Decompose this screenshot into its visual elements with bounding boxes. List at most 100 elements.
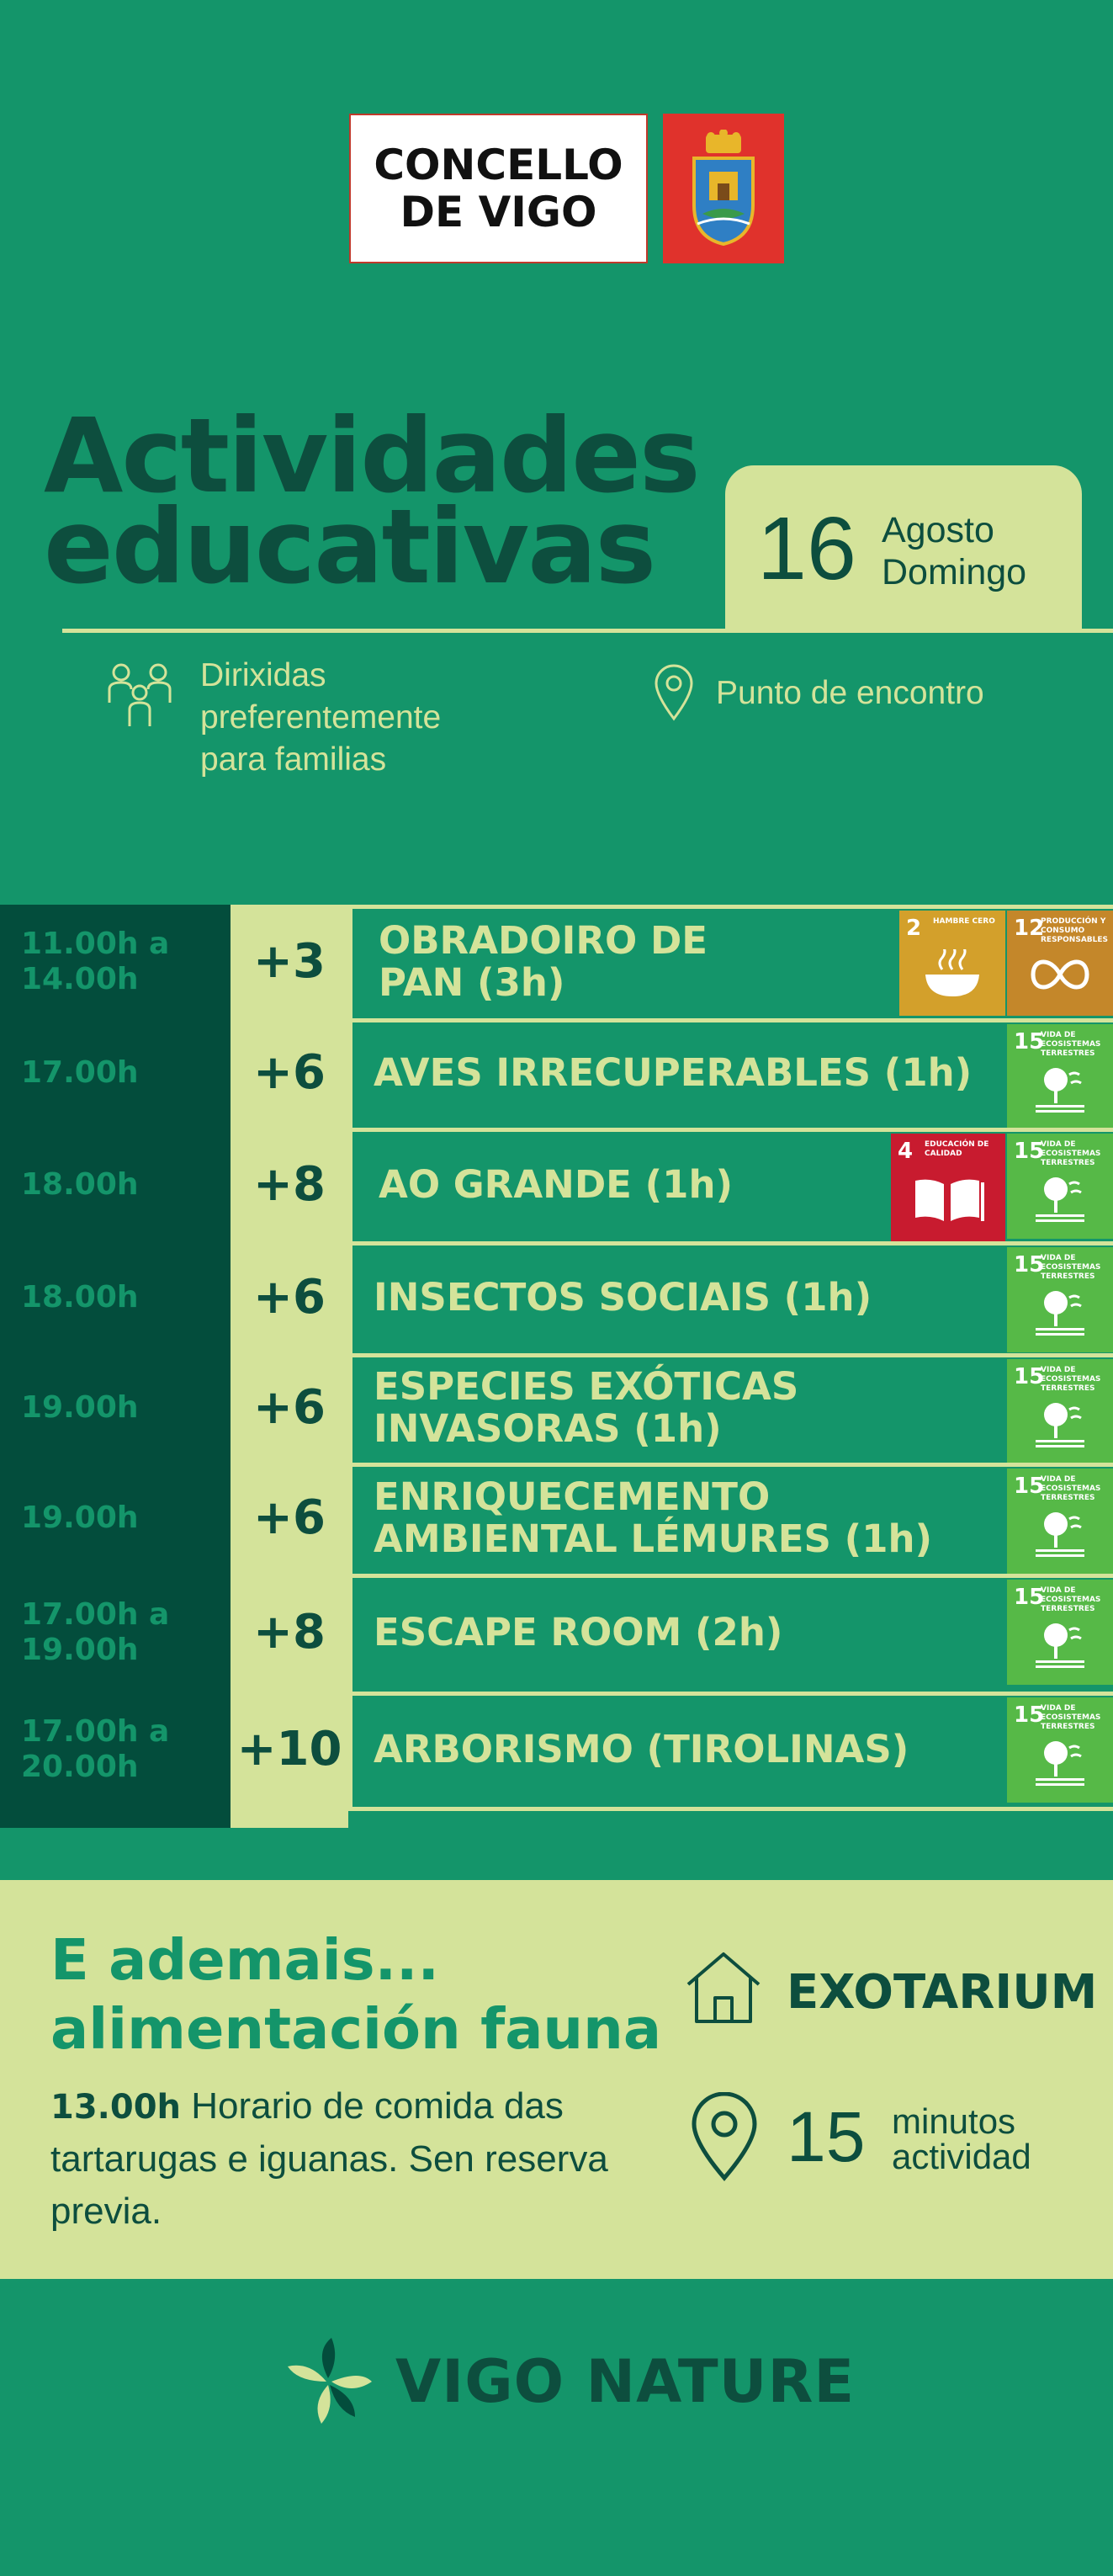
ods-number: 4 (898, 1139, 914, 1164)
ods-4-glyph (915, 1179, 984, 1221)
date-month: Agosto (882, 510, 994, 550)
row-divider (348, 1807, 1113, 1811)
ods-badge-15: 15 VIDA DE ECOSISTEMAS TERRESTRES (1007, 1024, 1113, 1129)
ods-2-glyph (925, 944, 979, 996)
schedule-age: +8 (253, 1605, 326, 1660)
ods-badge-2: 2 HAMBRE CERO (899, 911, 1005, 1016)
ods-number: 15 (1014, 1702, 1045, 1728)
schedule-time-line-1: 18.00h (21, 1279, 139, 1315)
family-icon (106, 661, 173, 731)
schedule-time: 11.00h a 14.00h (21, 927, 169, 997)
row-left-border (348, 1692, 352, 1807)
vigo-coat-of-arms-icon (663, 114, 784, 263)
ods-badge-15: 15 VIDA DE ECOSISTEMAS TERRESTRES (1007, 1580, 1113, 1685)
extra-description: 13.00h Horario de comida das tartarugas … (50, 2080, 631, 2238)
schedule-time: 17.00h a 19.00h (21, 1597, 169, 1668)
schedule-time-line-2: 19.00h (21, 1633, 139, 1667)
row-left-border (348, 1463, 352, 1574)
house-icon (683, 1947, 764, 2032)
activity-name: ARBORISMO (TIROLINAS) (374, 1728, 909, 1771)
date-weekday: Domingo (882, 552, 1027, 592)
ods-15-glyph (1036, 1511, 1084, 1557)
schedule-age: +8 (253, 1156, 326, 1212)
schedule-time-line-1: 17.00h a (21, 1713, 170, 1749)
ods-15-glyph (1036, 1176, 1084, 1222)
ods-15-glyph (1036, 1740, 1084, 1786)
minutes-word-2: actividad (892, 2137, 1031, 2176)
schedule-time: 18.00h (21, 1280, 139, 1315)
schedule-age: +6 (253, 1490, 326, 1545)
schedule-time-line-1: 18.00h (21, 1166, 139, 1202)
ods-2-icon (919, 944, 986, 1003)
vigo-nature-logo-icon (284, 2336, 377, 2429)
audience-line-3: para familias (200, 741, 387, 778)
audience-line-2: preferentemente (200, 699, 442, 736)
row-left-border (348, 905, 352, 1018)
activity-name-line-1: ENRIQUECEMENTO (374, 1474, 771, 1519)
ods-12-icon (1026, 953, 1094, 999)
extra-title-line-1: E ademais... (50, 1927, 439, 1993)
activity-name-line-1: ESPECIES EXÓTICAS (374, 1364, 799, 1409)
activity-name-line-2: AMBIENTAL LÉMURES (1h) (374, 1516, 933, 1561)
divider (62, 629, 1113, 633)
schedule-time-line-2: 14.00h (21, 961, 139, 996)
schedule-age: +3 (253, 933, 326, 989)
minutes-number: 15 (787, 2097, 866, 2176)
location-pin-icon (690, 2091, 759, 2185)
schedule-age: +6 (253, 1269, 326, 1325)
row-left-border (348, 1241, 352, 1353)
ods-15-glyph (1036, 1623, 1084, 1668)
ods-badge-15: 15 VIDA DE ECOSISTEMAS TERRESTRES (1007, 1247, 1113, 1352)
ods-4-icon (910, 1174, 986, 1228)
activity-name-line-1: OBRADOIRO DE (379, 917, 708, 963)
schedule-time-column (0, 905, 231, 1828)
ods-label: VIDA DE ECOSISTEMAS TERRESTRES (1041, 1254, 1101, 1281)
ods-number: 15 (1014, 1029, 1045, 1054)
ods-label: VIDA DE ECOSISTEMAS TERRESTRES (1041, 1031, 1101, 1058)
schedule-age-column (231, 905, 348, 1828)
ods-15-icon (1031, 1172, 1089, 1226)
audience-line-1: Dirixidas (200, 657, 326, 693)
schedule-time: 18.00h (21, 1167, 139, 1203)
ods-badge-15: 15 VIDA DE ECOSISTEMAS TERRESTRES (1007, 1134, 1113, 1239)
ods-number: 15 (1014, 1474, 1045, 1499)
audience-text: Dirixidas preferentemente para familias (200, 655, 441, 781)
location-pin-icon (653, 663, 695, 725)
brand-name: VIGO NATURE (395, 2347, 856, 2416)
activity-name: AO GRANDE (1h) (379, 1161, 734, 1207)
ods-15-icon (1031, 1507, 1089, 1561)
schedule-time-line-1: 19.00h (21, 1390, 139, 1425)
ods-15-glyph (1036, 1067, 1084, 1113)
ods-number: 12 (1014, 916, 1045, 941)
extra-panel (0, 1880, 1113, 2279)
ods-number: 15 (1014, 1585, 1045, 1610)
row-divider (348, 1241, 1113, 1246)
row-divider (348, 1463, 1113, 1467)
extra-title-line-2: alimentación fauna (50, 1996, 662, 2062)
activity-name-line-1: AO GRANDE (1h) (379, 1161, 734, 1207)
row-divider (348, 905, 1113, 909)
minutes-word-1: minutos (892, 2101, 1016, 2141)
ods-label: VIDA DE ECOSISTEMAS TERRESTRES (1041, 1475, 1101, 1502)
ods-15-icon (1031, 1398, 1089, 1452)
ods-label: EDUCACIÓN DE CALIDAD (925, 1140, 989, 1158)
exotarium-label: EXOTARIUM (787, 1965, 1098, 2020)
ods-badge-12: 12 PRODUCCIÓN Y CONSUMO RESPONSABLES (1007, 911, 1113, 1016)
row-divider (348, 1018, 1113, 1022)
ods-label: VIDA DE ECOSISTEMAS TERRESTRES (1041, 1586, 1101, 1613)
ods-15-glyph (1036, 1402, 1084, 1447)
row-left-border (348, 1353, 352, 1463)
ods-badge-15: 15 VIDA DE ECOSISTEMAS TERRESTRES (1007, 1359, 1113, 1464)
ods-label: HAMBRE CERO (933, 917, 995, 926)
schedule-time: 19.00h (21, 1500, 139, 1536)
date-tab (725, 465, 1082, 632)
schedule-age: +6 (253, 1045, 326, 1100)
activity-name: ESPECIES EXÓTICAS INVASORAS (1h) (374, 1366, 798, 1450)
ods-15-icon (1031, 1618, 1089, 1672)
schedule-time: 19.00h (21, 1390, 139, 1426)
minutes-words: minutos actividad (892, 2104, 1031, 2175)
row-left-border (348, 1128, 352, 1241)
extra-title: E ademais... alimentación fauna (50, 1925, 661, 2063)
ods-number: 15 (1014, 1364, 1045, 1389)
activity-name-line-2: INVASORAS (1h) (374, 1406, 722, 1451)
